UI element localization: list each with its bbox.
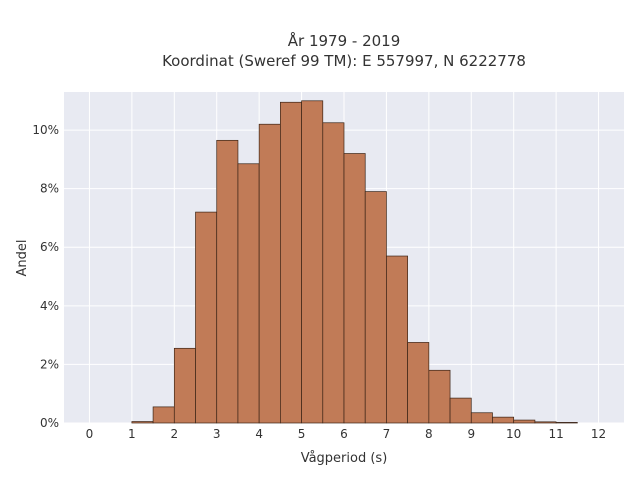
x-tick-labels: 0 1 2 3 4 5 6 7 8 9 10 11 12 xyxy=(86,427,607,441)
x-tick-label: 2 xyxy=(170,427,178,441)
y-tick-label: 10% xyxy=(32,123,59,137)
y-tick-label: 2% xyxy=(40,357,59,371)
x-tick-label: 5 xyxy=(298,427,306,441)
histogram-bar xyxy=(428,369,451,424)
histogram-bar xyxy=(470,412,493,424)
chart-title-line-2: Koordinat (Sweref 99 TM): E 557997, N 62… xyxy=(162,52,526,70)
y-tick-labels: 0% 2% 4% 6% 8% 10% xyxy=(32,123,59,430)
x-tick-label: 12 xyxy=(591,427,606,441)
histogram-bar xyxy=(280,101,302,424)
x-tick-label: 6 xyxy=(340,427,348,441)
x-tick-label: 10 xyxy=(506,427,521,441)
histogram-bar xyxy=(513,419,536,424)
x-tick-label: 1 xyxy=(128,427,136,441)
x-tick-label: 0 xyxy=(86,427,94,441)
y-tick-label: 8% xyxy=(40,182,59,196)
histogram-bar xyxy=(492,416,515,424)
histogram-bar xyxy=(237,163,260,424)
histogram-bar xyxy=(195,211,218,424)
y-tick-label: 4% xyxy=(40,299,59,313)
y-tick-label: 0% xyxy=(40,416,59,430)
histogram-bar xyxy=(301,100,324,424)
x-axis-label: Vågperiod (s) xyxy=(301,451,388,466)
histogram-bar xyxy=(131,421,154,424)
histogram-bar xyxy=(258,123,281,424)
histogram-bar xyxy=(364,191,387,424)
histogram-bar xyxy=(216,139,239,424)
x-tick-label: 9 xyxy=(467,427,475,441)
bars xyxy=(131,100,578,424)
x-tick-label: 11 xyxy=(548,427,563,441)
histogram-bar xyxy=(407,342,430,424)
x-tick-label: 7 xyxy=(383,427,391,441)
histogram-bar xyxy=(173,347,196,424)
histogram-bar xyxy=(386,255,408,424)
y-tick-label: 6% xyxy=(40,240,59,254)
x-tick-label: 3 xyxy=(213,427,221,441)
histogram-bar xyxy=(322,122,345,424)
histogram-bar xyxy=(343,153,366,424)
y-axis-label: Andel xyxy=(15,240,30,277)
histogram-bar xyxy=(449,397,472,424)
histogram-bar xyxy=(555,422,578,424)
x-tick-label: 8 xyxy=(425,427,433,441)
chart-title-line-1: År 1979 - 2019 xyxy=(288,31,401,50)
histogram-bar xyxy=(534,421,557,424)
histogram-bar xyxy=(152,406,175,424)
x-tick-label: 4 xyxy=(255,427,263,441)
